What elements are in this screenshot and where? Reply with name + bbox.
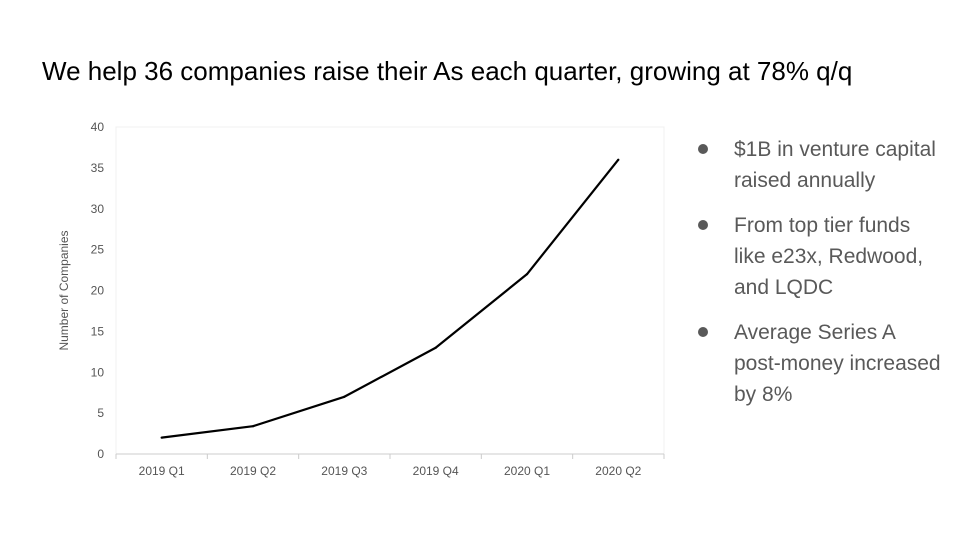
- data-point: [160, 436, 163, 439]
- bullet-item: From top tier funds like e23x, Redwood, …: [696, 210, 946, 303]
- y-tick-label: 35: [91, 161, 105, 175]
- data-point: [525, 273, 529, 276]
- y-tick-label: 30: [91, 202, 105, 216]
- y-tick-label: 5: [97, 406, 104, 420]
- data-point: [251, 425, 255, 428]
- bullet-dot-icon: [698, 220, 708, 230]
- y-tick-label: 20: [91, 284, 105, 298]
- x-tick-label: 2020 Q1: [504, 464, 550, 478]
- bullet-text: Average Series A post-money increased by…: [734, 321, 941, 406]
- y-tick-label: 10: [91, 365, 105, 379]
- bullet-text: $1B in venture capital raised annually: [734, 138, 936, 192]
- data-point: [343, 395, 346, 398]
- y-tick-label: 0: [97, 447, 104, 461]
- series-line: [161, 159, 620, 439]
- bullet-list: $1B in venture capital raised annually F…: [696, 134, 946, 424]
- y-tick-label: 25: [91, 243, 105, 257]
- slide-title: We help 36 companies raise their As each…: [42, 56, 853, 86]
- data-point: [617, 158, 620, 161]
- x-tick-label: 2019 Q4: [413, 464, 459, 478]
- x-tick-label: 2019 Q3: [321, 464, 367, 478]
- plot-area: [115, 126, 665, 455]
- bullet-dot-icon: [698, 144, 708, 154]
- y-axis-label: Number of Companies: [57, 230, 71, 350]
- bullet-text: From top tier funds like e23x, Redwood, …: [734, 214, 924, 299]
- data-point: [434, 346, 437, 349]
- x-tick-label: 2019 Q1: [139, 464, 185, 478]
- x-tick-label: 2020 Q2: [595, 464, 641, 478]
- y-tick-label: 40: [91, 120, 105, 134]
- bullet-item: $1B in venture capital raised annually: [696, 134, 946, 196]
- y-tick-label: 15: [91, 324, 105, 338]
- x-tick-label: 2019 Q2: [230, 464, 276, 478]
- bullet-dot-icon: [698, 327, 708, 337]
- bullet-item: Average Series A post-money increased by…: [696, 317, 946, 410]
